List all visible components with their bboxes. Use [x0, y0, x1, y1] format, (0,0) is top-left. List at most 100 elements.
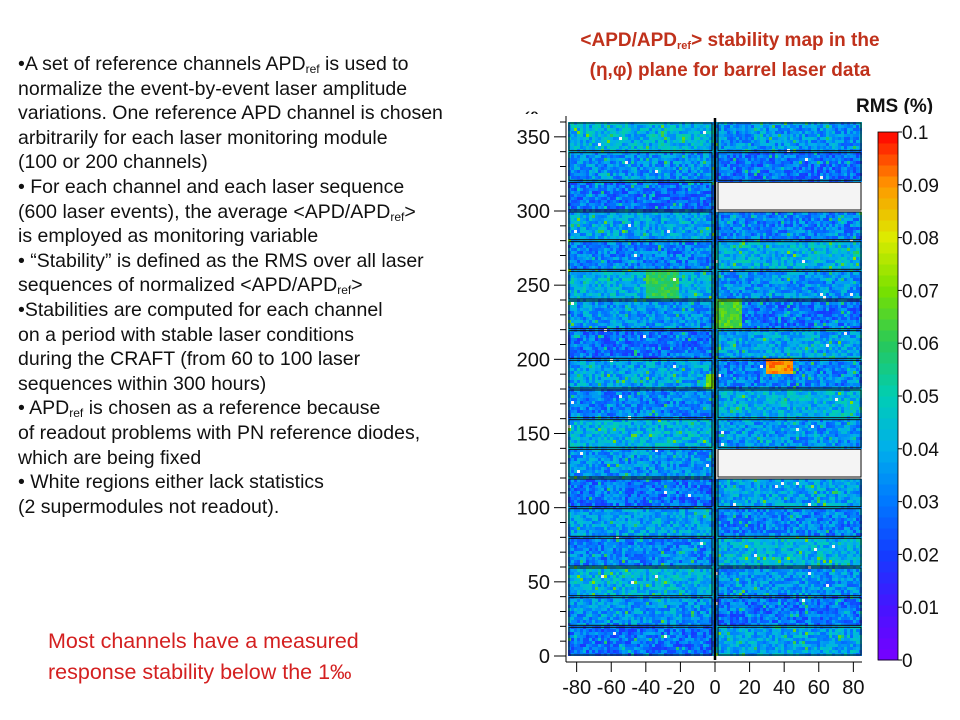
heatmap-cell [787, 167, 790, 170]
heatmap-cell [628, 275, 631, 278]
heatmap-cell [676, 251, 679, 254]
heatmap-cell [694, 176, 697, 179]
heatmap-cell [796, 275, 799, 278]
heatmap-cell [817, 140, 820, 143]
heatmap-cell [673, 122, 676, 125]
heatmap-cell [673, 284, 676, 287]
heatmap-cell [790, 248, 793, 251]
heatmap-cell [625, 254, 628, 257]
heatmap-cell [727, 236, 730, 239]
heatmap-cell [841, 233, 844, 236]
heatmap-cell [604, 131, 607, 134]
heatmap-cell [580, 242, 583, 245]
heatmap-cell [628, 131, 631, 134]
heatmap-cell [643, 197, 646, 200]
heatmap-cell [739, 281, 742, 284]
heatmap-cell [802, 227, 805, 230]
heatmap-cell [829, 230, 832, 233]
heatmap-cell [685, 236, 688, 239]
heatmap-cell [703, 218, 706, 221]
heatmap-cell [784, 176, 787, 179]
heatmap-cell [748, 155, 751, 158]
heatmap-cell [817, 131, 820, 134]
heatmap-cell [610, 161, 613, 164]
heatmap-cell [787, 221, 790, 224]
heatmap-cell [814, 233, 817, 236]
heatmap-cell [613, 275, 616, 278]
heatmap-cell [673, 266, 676, 269]
heatmap-cell [802, 158, 805, 161]
heatmap-cell [811, 260, 814, 263]
heatmap-cell [640, 122, 643, 125]
heatmap-cell [775, 140, 778, 143]
heatmap-cell [682, 272, 685, 275]
heatmap-cell [646, 128, 649, 131]
heatmap-cell [646, 233, 649, 236]
heatmap-cell [796, 167, 799, 170]
heatmap-cell [856, 137, 859, 140]
heatmap-cell [847, 242, 850, 245]
heatmap-cell [667, 194, 670, 197]
heatmap-cell [667, 143, 670, 146]
heatmap-cell [799, 218, 802, 221]
heatmap-cell [601, 170, 604, 173]
heatmap-cell [634, 173, 637, 176]
heatmap-cell [604, 236, 607, 239]
heatmap-cell [811, 224, 814, 227]
heatmap-cell [853, 263, 856, 266]
heatmap-cell [628, 206, 631, 209]
heatmap-cell [592, 197, 595, 200]
heatmap-cell [811, 122, 814, 125]
heatmap-cell [724, 164, 727, 167]
heatmap-cell [571, 128, 574, 131]
heatmap-cell [745, 158, 748, 161]
heatmap-cell [589, 245, 592, 248]
heatmap-cell [622, 221, 625, 224]
heatmap-cell [694, 257, 697, 260]
heatmap-cell [817, 278, 820, 281]
heatmap-cell [733, 272, 736, 275]
heatmap-cell [658, 224, 661, 227]
heatmap-cell [829, 236, 832, 239]
heatmap-cell [643, 170, 646, 173]
heatmap-cell [685, 158, 688, 161]
heatmap-cell [814, 215, 817, 218]
heatmap-cell [589, 218, 592, 221]
heatmap-cell [598, 191, 601, 194]
heatmap-cell [703, 275, 706, 278]
heatmap-cell [724, 137, 727, 140]
heatmap-cell [601, 137, 604, 140]
heatmap-cell [775, 284, 778, 287]
heatmap-cell [700, 233, 703, 236]
heatmap-cell [655, 197, 658, 200]
heatmap-cell [706, 137, 709, 140]
heatmap-cell [730, 146, 733, 149]
heatmap-cell [649, 191, 652, 194]
heatmap-cell [730, 155, 733, 158]
heatmap-cell [847, 278, 850, 281]
heatmap-cell [649, 158, 652, 161]
heatmap-cell [784, 257, 787, 260]
heatmap-cell [742, 263, 745, 266]
heatmap-cell [670, 272, 673, 275]
heatmap-cell [643, 134, 646, 137]
heatmap-cell [781, 236, 784, 239]
heatmap-cell [658, 167, 661, 170]
heatmap-cell [625, 122, 628, 125]
heatmap-cell [814, 176, 817, 179]
heatmap-cell [592, 128, 595, 131]
heatmap-cell [583, 257, 586, 260]
heatmap-cell [850, 224, 853, 227]
heatmap-cell [853, 251, 856, 254]
heatmap-cell [808, 281, 811, 284]
heatmap-cell [793, 278, 796, 281]
heatmap-cell [793, 248, 796, 251]
heatmap-cell [763, 122, 766, 125]
heatmap-cell [622, 263, 625, 266]
heatmap-cell [814, 263, 817, 266]
heatmap-cell [673, 230, 676, 233]
heatmap-cell [643, 284, 646, 287]
heatmap-cell [805, 284, 808, 287]
heatmap-cell [745, 227, 748, 230]
heatmap-cell [781, 275, 784, 278]
